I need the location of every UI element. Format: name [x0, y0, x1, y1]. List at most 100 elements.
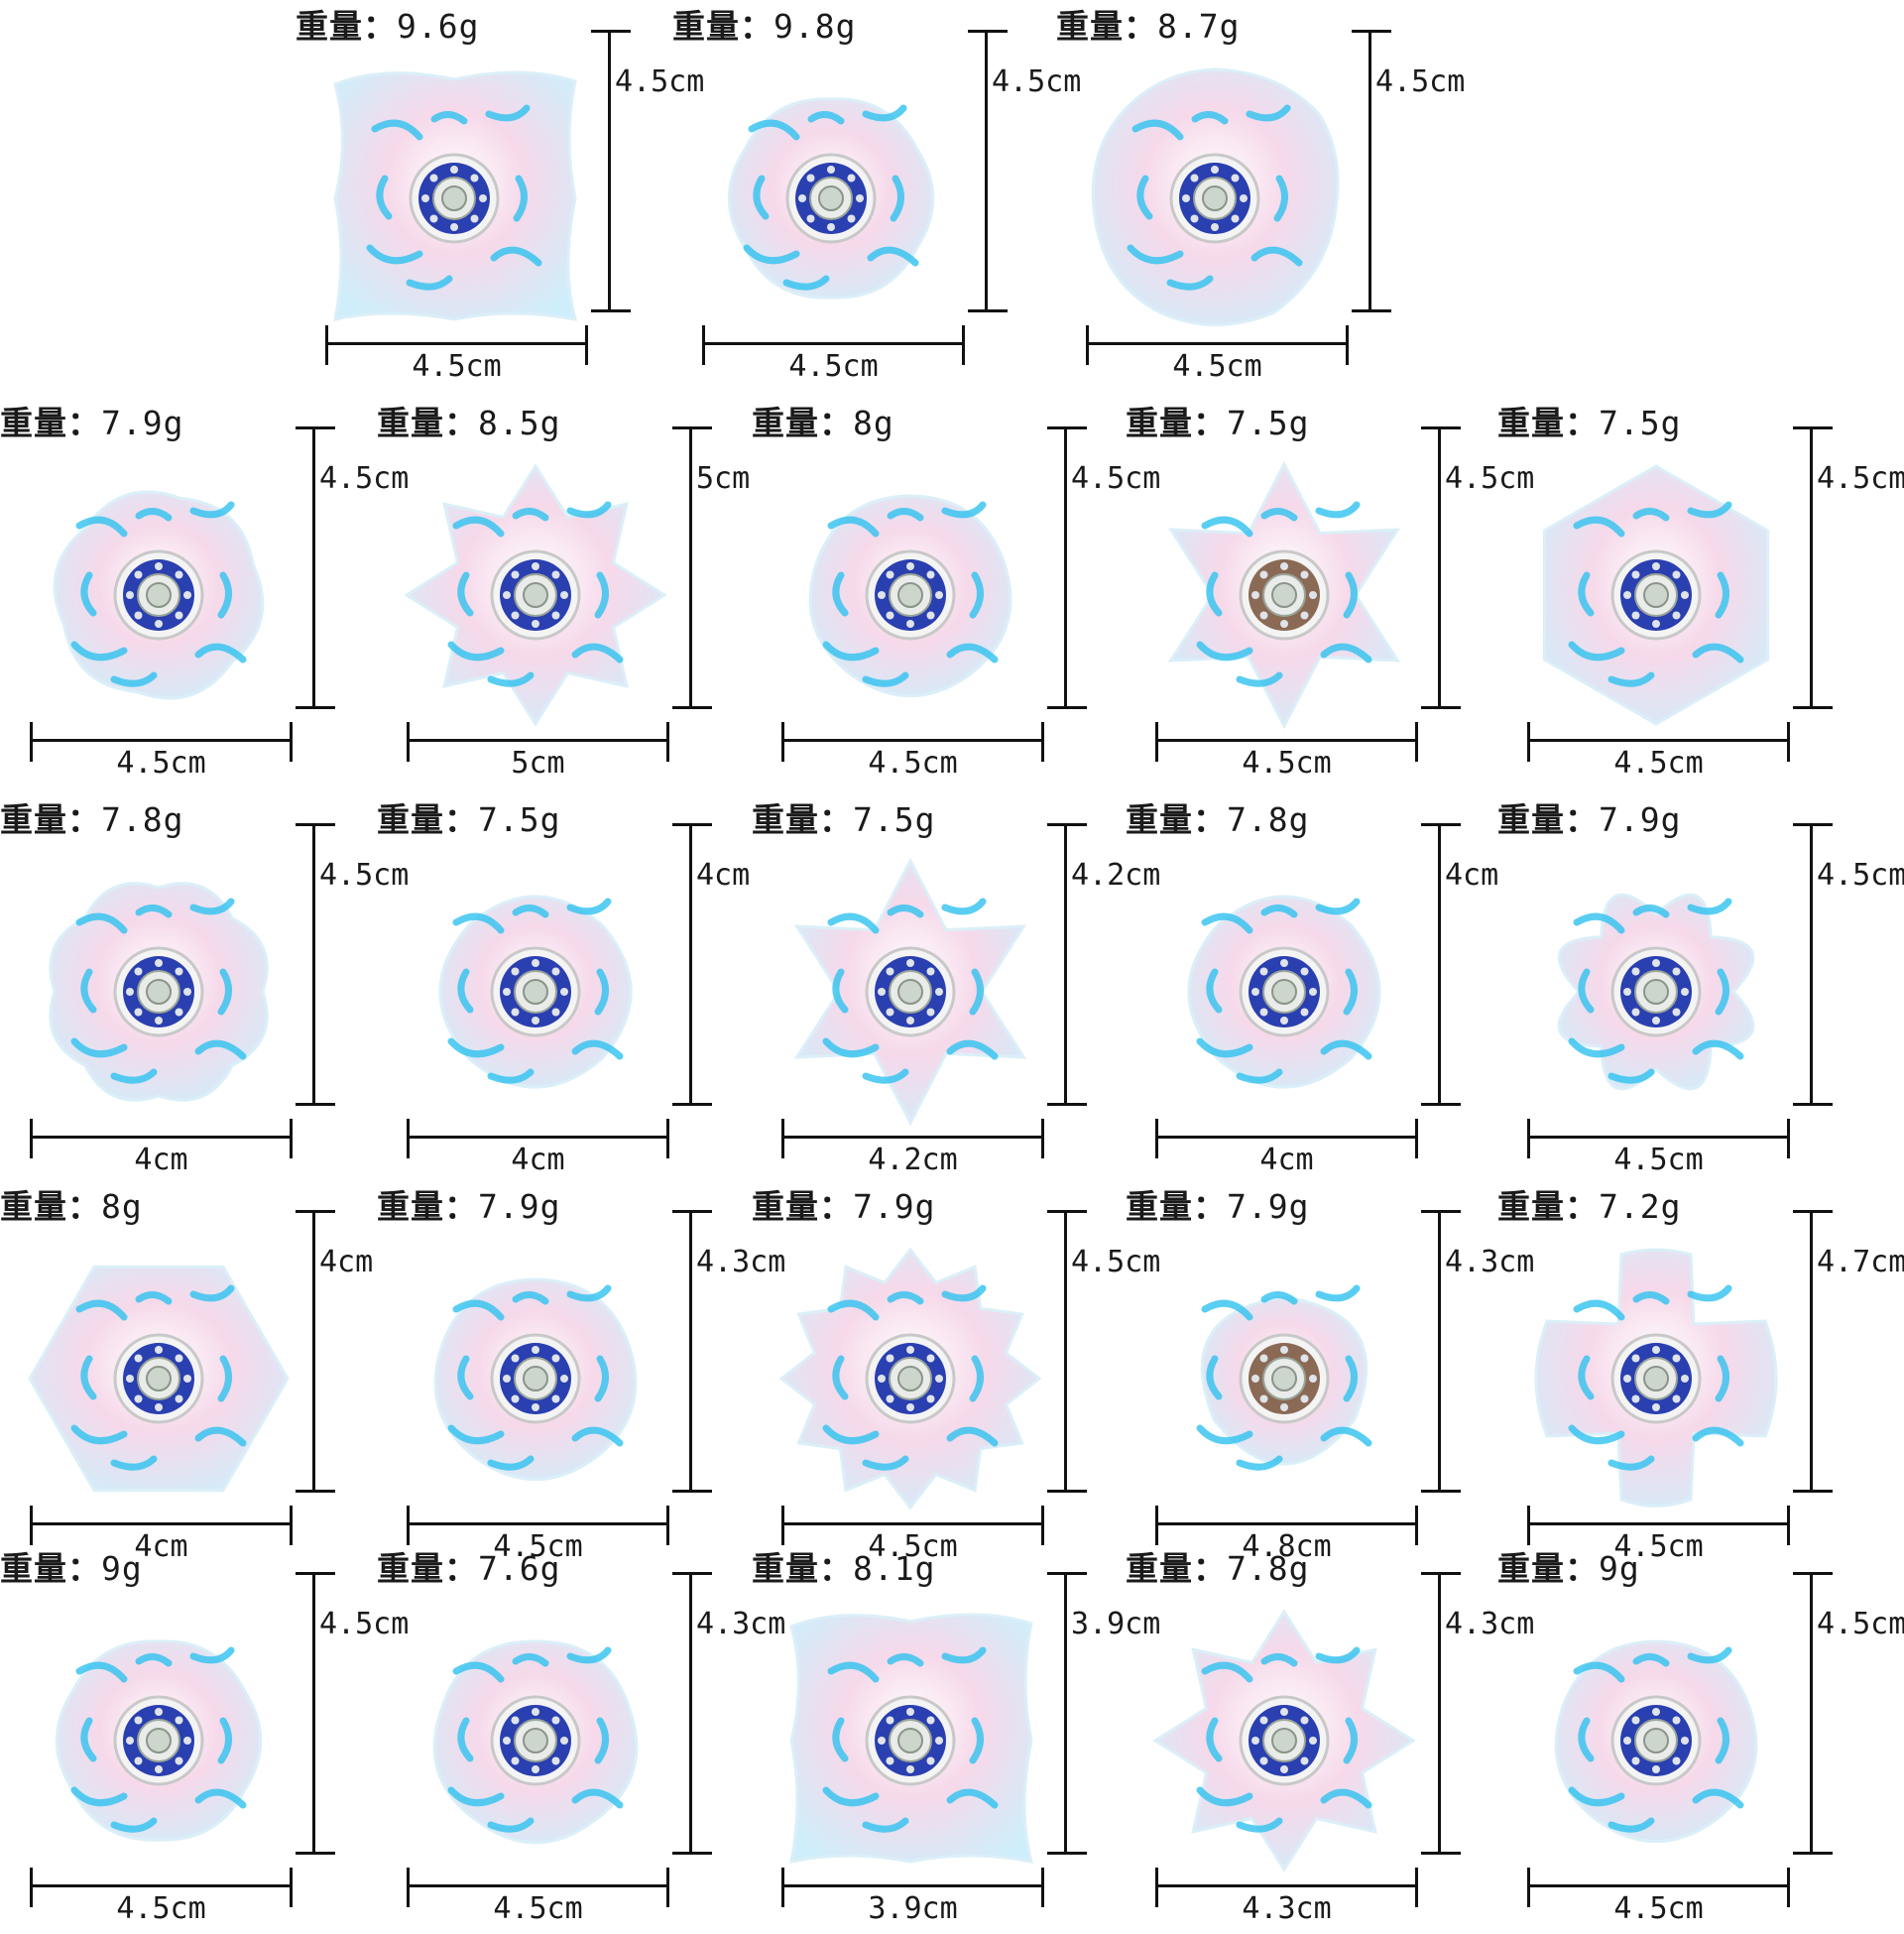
marble-streak	[946, 643, 999, 664]
height-dimension-line	[591, 30, 631, 312]
marble-streak	[1196, 641, 1253, 662]
marble-streak	[80, 571, 97, 617]
width-dimension-line	[1155, 1506, 1418, 1545]
spinner-image	[315, 60, 593, 337]
weight-value: 7.5g	[853, 800, 936, 839]
weight-label: 重量：	[752, 800, 853, 839]
marble-streak	[457, 1355, 474, 1400]
marble-streak	[194, 1426, 247, 1447]
marble-streak	[941, 501, 987, 519]
spinner-photo	[789, 1613, 1034, 1864]
marble-streak	[1343, 571, 1358, 619]
height-value: 4cm	[1445, 858, 1499, 893]
marble-streak	[430, 111, 468, 125]
marble-streak	[1260, 1653, 1298, 1667]
width-value: 3.9cm	[868, 1891, 958, 1926]
weight-value: 7.8g	[101, 800, 184, 839]
marble-streak	[862, 1068, 909, 1084]
height-value: 4.5cm	[1817, 461, 1904, 496]
spinner-item: 重量：8.5g 5cm 5cm	[377, 397, 754, 788]
marble-streak	[1196, 1037, 1253, 1058]
width-dimension-line	[1527, 1506, 1790, 1545]
marble-streak	[832, 571, 849, 617]
marble-streak	[1206, 1355, 1223, 1400]
spinner-item: 重量：7.9g 4.5cm 4.5cm	[0, 397, 409, 788]
height-dimension-line	[1421, 426, 1461, 709]
width-dimension-line	[781, 1868, 1044, 1907]
bearing-icon	[113, 946, 204, 1037]
width-value: 4cm	[1259, 1143, 1314, 1177]
weight-text: 重量：7.8g	[1126, 793, 1309, 841]
marble-streak	[1692, 643, 1744, 664]
marble-streak	[512, 508, 549, 522]
height-dimension-line	[1793, 426, 1833, 709]
marble-streak	[887, 508, 924, 522]
marble-streak	[1568, 1786, 1625, 1807]
width-dimension-line	[407, 1868, 669, 1907]
weight-text: 重量：9.8g	[672, 0, 856, 48]
marble-streak	[485, 104, 531, 122]
height-value: 4.3cm	[1445, 1607, 1535, 1641]
marble-streak	[1191, 111, 1229, 125]
marble-streak	[1236, 671, 1283, 687]
spinner-item: 重量：9g 4.5cm 4.5cm	[0, 1542, 409, 1934]
marble-streak	[110, 1817, 158, 1833]
marble-streak	[1320, 1426, 1372, 1447]
width-dimension-line	[1527, 1119, 1790, 1158]
spinner-photo	[438, 895, 633, 1089]
marble-streak	[946, 1426, 999, 1447]
marble-streak	[1206, 968, 1223, 1014]
spinner-photo	[1542, 464, 1770, 726]
bearing-icon	[490, 946, 581, 1037]
marble-streak	[1632, 508, 1670, 522]
marble-streak	[941, 898, 987, 915]
spinner-image	[1145, 1602, 1423, 1879]
marble-streak	[70, 1786, 128, 1807]
spinner-image	[1517, 853, 1795, 1131]
marble-streak	[512, 1653, 549, 1667]
marble-streak	[217, 968, 232, 1016]
marble-streak	[452, 1299, 505, 1321]
marble-streak	[832, 968, 849, 1014]
marble-streak	[1201, 1661, 1253, 1683]
marble-streak	[135, 1653, 173, 1667]
marble-streak	[1236, 1455, 1283, 1471]
width-value: 4.2cm	[868, 1143, 958, 1177]
spinner-item: 重量：7.8g 4.3cm 4.3cm	[1126, 1542, 1534, 1934]
marble-streak	[1687, 898, 1732, 915]
marble-streak	[513, 175, 528, 222]
marble-streak	[75, 516, 128, 538]
spinner-item: 重量：9.6g 4.5cm 4.5cm	[296, 0, 704, 392]
width-dimension-line	[407, 1119, 669, 1158]
marble-streak	[135, 905, 173, 918]
marble-streak	[1343, 968, 1358, 1016]
marble-streak	[594, 968, 609, 1016]
marble-streak	[217, 1355, 232, 1402]
spinner-item: 重量：7.5g 4.2cm 4.2cm	[752, 793, 1160, 1185]
weight-label: 重量：	[752, 1549, 853, 1588]
spinner-photo	[1167, 460, 1401, 730]
spinner-item: 重量：8g 4cm 4cm	[0, 1180, 377, 1572]
marble-streak	[1607, 671, 1655, 687]
marble-streak	[1578, 1355, 1595, 1400]
marble-streak	[1315, 898, 1361, 915]
weight-text: 重量：7.9g	[377, 1180, 560, 1228]
marble-streak	[189, 1284, 235, 1302]
width-dimension-line	[781, 1119, 1044, 1158]
weight-label: 重量：	[752, 1187, 853, 1226]
weight-text: 重量：9g	[1497, 1542, 1640, 1590]
weight-value: 8.1g	[853, 1549, 936, 1588]
width-value: 4.5cm	[116, 746, 206, 781]
width-dimension-line	[407, 1506, 669, 1545]
spinner-image	[772, 853, 1049, 1131]
spinner-photo	[1187, 895, 1381, 1089]
marble-streak	[1206, 1717, 1223, 1762]
height-value: 4.5cm	[319, 1607, 410, 1641]
marble-streak	[571, 1788, 624, 1809]
marble-streak	[1136, 175, 1153, 220]
weight-text: 重量：8g	[752, 397, 894, 444]
height-dimension-line	[672, 426, 712, 709]
height-dimension-line	[672, 1210, 712, 1493]
height-dimension-line	[672, 823, 712, 1106]
marble-streak	[748, 119, 800, 141]
